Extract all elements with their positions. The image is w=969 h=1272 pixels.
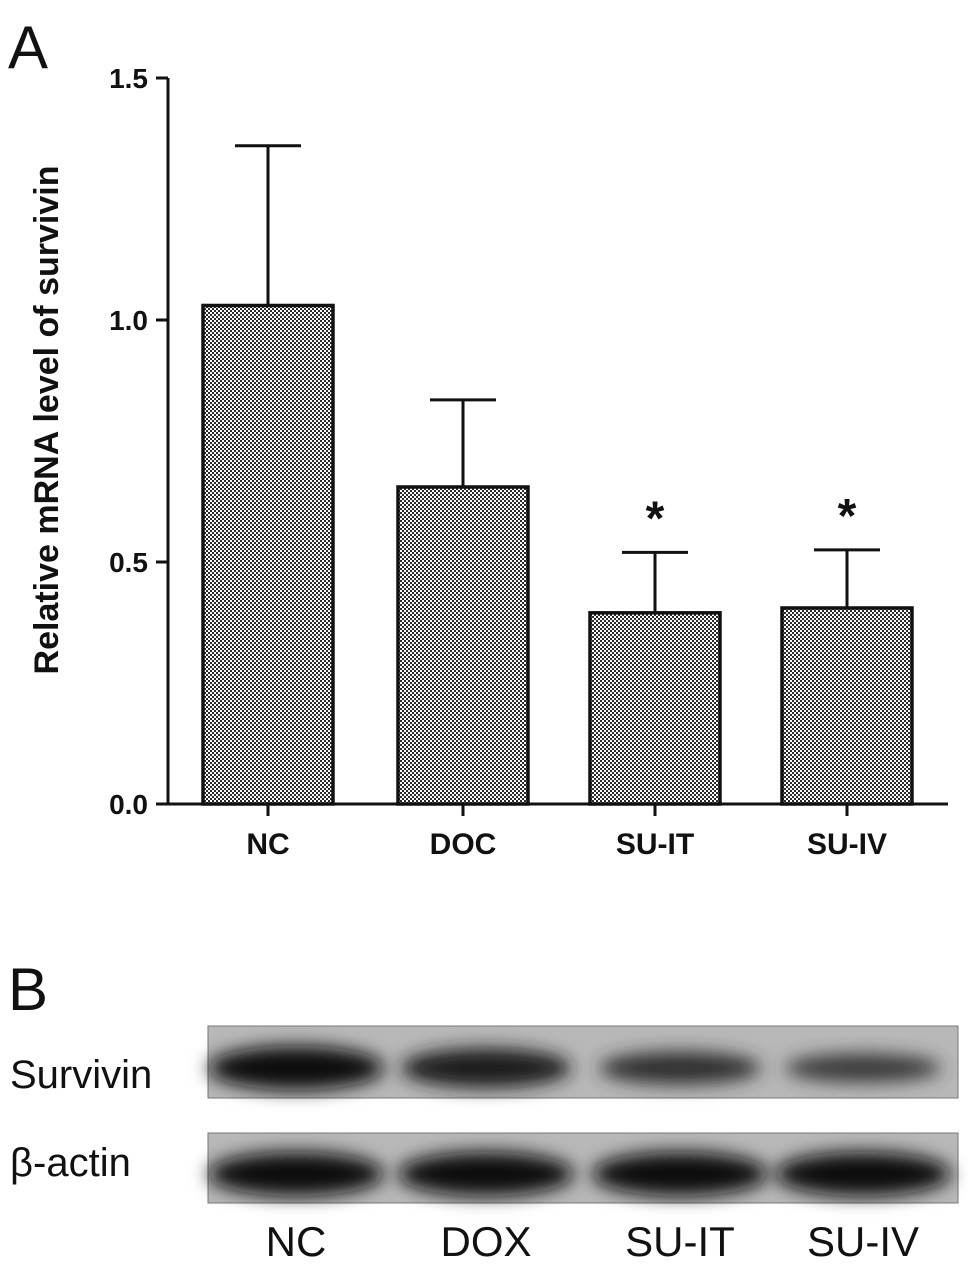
panel-a-label: A	[8, 14, 48, 81]
bar-group: DOC	[396, 398, 530, 861]
western-blot: Survivin β-actin NC DOX SU-IT SU-IV	[10, 1025, 959, 1265]
blot-band	[208, 1152, 384, 1196]
blot-lane-label: SU-IV	[807, 1218, 919, 1265]
bar	[588, 611, 722, 806]
panel-b-label: B	[8, 956, 48, 1023]
y-tick-label: 0.0	[109, 789, 148, 820]
bar	[201, 303, 335, 806]
blot-row: β-actin	[10, 1132, 959, 1204]
blot-band	[784, 1053, 942, 1083]
x-tick-label: SU-IT	[616, 828, 694, 861]
bar-group: NC	[201, 144, 335, 861]
bar	[396, 485, 530, 806]
blot-row: Survivin	[10, 1025, 959, 1099]
x-tick-label: SU-IV	[807, 828, 887, 861]
blot-band	[775, 1152, 951, 1196]
significance-marker: *	[646, 492, 665, 545]
y-axis-label: Relative mRNA level of survivin	[28, 166, 66, 675]
y-tick-label: 1.0	[109, 305, 148, 336]
blot-row-label: β-actin	[10, 1141, 131, 1185]
blot-band	[400, 1048, 572, 1088]
x-tick-label: NC	[246, 828, 289, 861]
blot-band	[599, 1051, 761, 1085]
blot-lane-label: NC	[266, 1218, 327, 1265]
bar	[780, 606, 914, 806]
significance-marker: *	[838, 490, 857, 543]
y-tick-label: 1.5	[109, 63, 148, 94]
blot-lane-label: SU-IT	[625, 1218, 735, 1265]
bar-group: SU-IT *	[588, 492, 722, 861]
bars: NC DOC SU-IT * SU-IV *	[201, 144, 914, 861]
bar-group: SU-IV *	[780, 490, 914, 861]
blot-band	[208, 1046, 384, 1090]
blot-band	[592, 1152, 768, 1196]
blot-row-label: Survivin	[10, 1053, 152, 1097]
y-tick-label: 0.5	[109, 547, 148, 578]
blot-band	[398, 1152, 574, 1196]
x-tick-label: DOC	[430, 828, 497, 861]
bar-chart: Relative mRNA level of survivin 0.0 0.5 1.…	[28, 63, 948, 861]
blot-lane-label: DOX	[440, 1218, 531, 1265]
